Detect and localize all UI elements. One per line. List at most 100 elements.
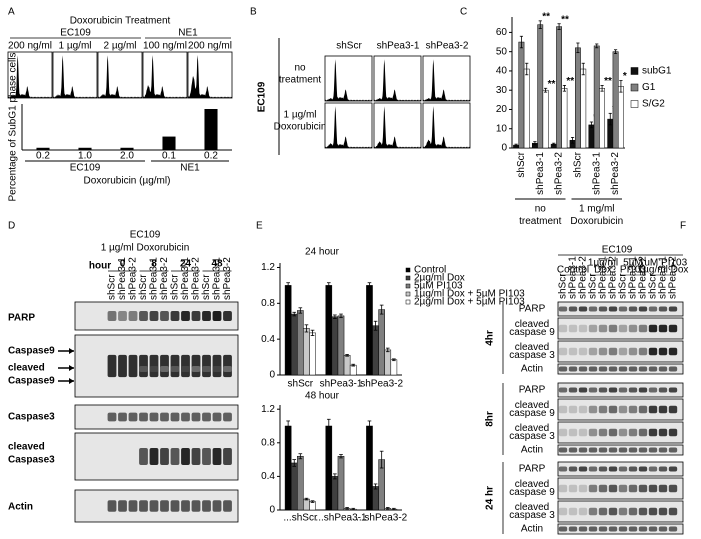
row-label: Caspase9 xyxy=(8,376,55,387)
lane-label: shPea3-2 xyxy=(159,257,170,300)
blot-band xyxy=(223,366,232,372)
row-label: caspase 9 xyxy=(509,408,555,419)
blot-band xyxy=(628,405,638,414)
error-bar xyxy=(581,62,585,76)
error-bar xyxy=(333,473,337,480)
lane-label: shScr xyxy=(618,273,629,299)
lane-label: shPea3-1 xyxy=(149,257,160,300)
error-bar xyxy=(533,141,537,146)
blot-band xyxy=(628,447,638,453)
significance-mark: ** xyxy=(548,79,556,90)
lane-label: shPea3-2 xyxy=(668,256,679,299)
blot-band xyxy=(628,306,638,312)
blot-band xyxy=(588,306,598,312)
blot-band xyxy=(668,507,678,516)
row-label: PARP xyxy=(519,304,546,315)
blot-band xyxy=(648,405,658,414)
error-bar xyxy=(286,282,290,289)
blot-band xyxy=(149,366,159,372)
blot-band xyxy=(638,484,648,493)
error-bar xyxy=(310,500,315,503)
row-label: no xyxy=(294,63,306,74)
panel-title: EC109 xyxy=(602,245,633,256)
lane-label: shPea3-2 xyxy=(128,257,139,300)
blot-band xyxy=(149,412,159,422)
blot-band xyxy=(212,500,222,512)
blot-band xyxy=(658,484,668,493)
blot-band xyxy=(128,500,138,512)
blot-band xyxy=(181,448,190,465)
blot-band xyxy=(618,466,628,472)
blot-band xyxy=(618,366,628,372)
blot-band xyxy=(568,484,578,493)
histogram-frame xyxy=(422,102,471,149)
dose-label: 1 µg/ml xyxy=(59,41,92,52)
group-label: EC109 xyxy=(70,163,101,174)
error-bar xyxy=(373,320,378,331)
blot-band xyxy=(608,466,618,472)
blot-band xyxy=(588,324,598,333)
blot-band xyxy=(598,306,608,312)
legend-label: 1µg/ml Dox + 5µM PI103 xyxy=(414,289,525,300)
error-bar xyxy=(333,314,337,319)
blot-band xyxy=(558,526,568,532)
treatment-label: 1µg/ml Dox xyxy=(638,265,689,276)
legend-swatch xyxy=(405,267,411,273)
x-tick-label: ...shPea3-1 xyxy=(315,513,367,524)
lane-label: shPea3-2 xyxy=(191,257,202,300)
blot-band xyxy=(118,354,127,378)
blot-band xyxy=(598,428,608,437)
x-tick-label: 1.0 xyxy=(78,151,92,162)
column-label: shScr xyxy=(336,41,362,52)
column-label: shPea3-2 xyxy=(426,41,469,52)
x-tick-label: 0.1 xyxy=(162,151,176,162)
y-tick-label: 50 xyxy=(496,46,508,57)
blot-band xyxy=(212,448,222,465)
arrow-head xyxy=(69,365,74,371)
bar xyxy=(574,47,581,149)
histogram-frame xyxy=(324,55,373,102)
legend-label: G1 xyxy=(642,82,656,93)
blot-band xyxy=(628,428,638,437)
blot-band xyxy=(638,324,648,333)
histogram-frame xyxy=(52,51,98,99)
significance-mark: ** xyxy=(542,11,550,22)
blot-band xyxy=(128,354,138,378)
blot-band xyxy=(202,366,211,372)
bar xyxy=(297,310,304,376)
blot-band xyxy=(212,366,222,372)
panel-label: B xyxy=(250,7,257,18)
error-bar xyxy=(600,84,604,92)
blot-band xyxy=(648,387,658,393)
legend-label: 2µg/ml Dox xyxy=(414,273,465,284)
blot-band xyxy=(598,484,608,493)
blot-band xyxy=(628,526,638,532)
blot-band xyxy=(558,405,568,414)
treatment-label: 1uM PI103 xyxy=(639,258,688,269)
group-label: NE1 xyxy=(180,163,200,174)
blot-band xyxy=(568,526,578,532)
bar xyxy=(331,316,339,376)
error-bar xyxy=(543,87,548,93)
blot-band xyxy=(608,366,618,372)
lane-label: shScr xyxy=(138,274,149,300)
blot-band xyxy=(658,324,668,333)
blot-band xyxy=(578,324,588,333)
blot-band xyxy=(578,484,588,493)
x-tick-label: shScr xyxy=(573,151,584,177)
error-bar xyxy=(339,454,343,459)
panel-label: A xyxy=(8,7,15,18)
bar xyxy=(331,476,339,511)
bar xyxy=(366,425,373,511)
significance-mark: ** xyxy=(604,76,612,87)
flow-histogram xyxy=(325,59,372,101)
error-bar xyxy=(286,420,290,432)
blot-band xyxy=(638,387,648,393)
error-bar xyxy=(351,507,356,511)
blot-band xyxy=(608,507,618,516)
blot-band xyxy=(558,507,568,516)
error-bar xyxy=(379,450,384,469)
blot-band xyxy=(118,412,127,422)
blot-band xyxy=(648,466,658,472)
histogram-frame xyxy=(373,55,422,102)
